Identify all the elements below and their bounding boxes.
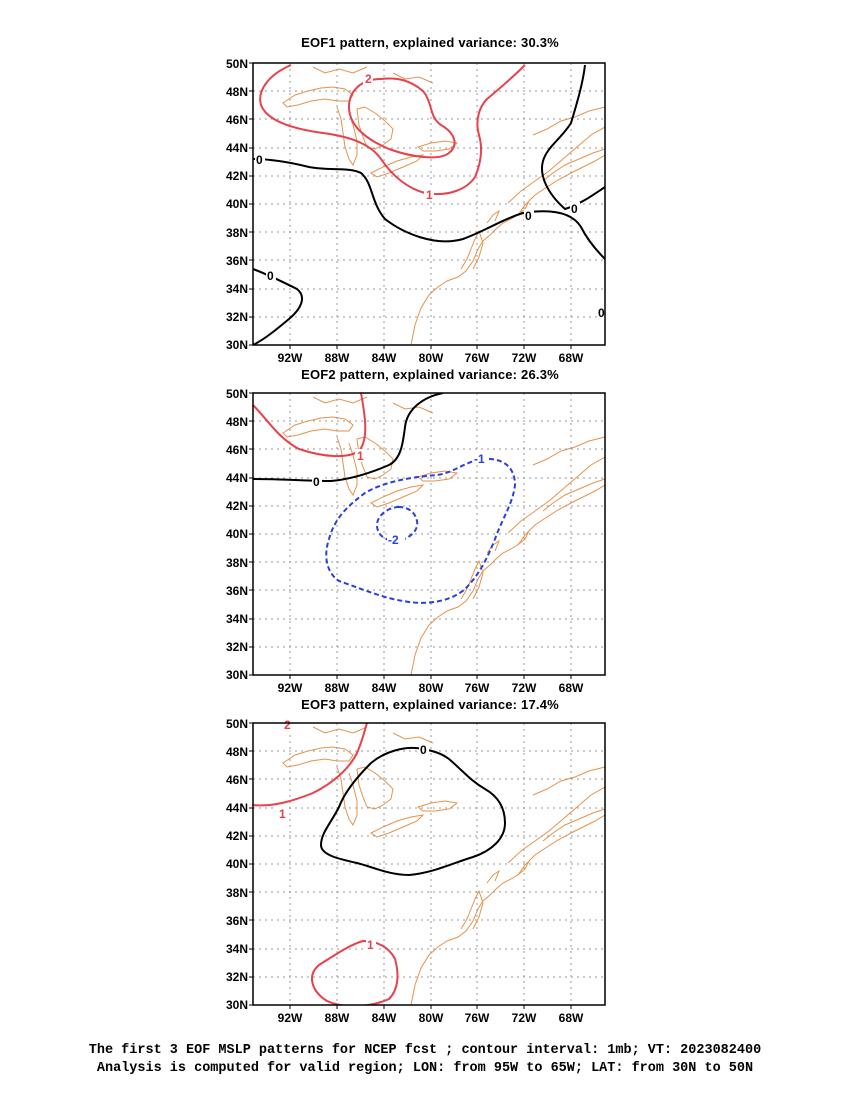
lat-tick-label: 42N — [226, 829, 248, 843]
lat-tick-label: 36N — [226, 584, 248, 598]
lat-tick-label: 50N — [226, 57, 248, 71]
contour-label: 0 — [256, 153, 263, 167]
contour-label: 2 — [365, 72, 372, 86]
lon-tick-label: 68W — [559, 1011, 584, 1025]
lon-tick-label: 76W — [465, 1011, 490, 1025]
contour-labels-eof3: 2 1 0 1 — [277, 718, 429, 952]
contour-label: 1 — [279, 807, 286, 821]
lon-tick-label: 88W — [325, 351, 350, 365]
lon-tick-label: 80W — [419, 1011, 444, 1025]
lon-tick-label: 92W — [278, 1011, 303, 1025]
lon-tick-label: 80W — [419, 351, 444, 365]
panel-title-eof1: EOF1 pattern, explained variance: 30.3% — [301, 35, 559, 50]
lon-tick-label: 68W — [559, 351, 584, 365]
lat-tick-labels-eof2: 30N 32N 34N 36N 38N 40N 42N 44N 46N 48N … — [226, 387, 248, 682]
lat-tick-label: 36N — [226, 914, 248, 928]
lat-tick-label: 38N — [226, 886, 248, 900]
lat-tick-label: 32N — [226, 970, 248, 984]
lat-tick-label: 40N — [226, 857, 248, 871]
panel-title-eof2: EOF2 pattern, explained variance: 26.3% — [301, 367, 559, 382]
lat-tick-label: 34N — [226, 282, 248, 296]
contour-label: 1 — [426, 188, 433, 202]
lat-tick-label: 30N — [226, 998, 248, 1012]
lon-tick-label: 92W — [278, 681, 303, 695]
lat-tick-label: 44N — [226, 471, 248, 485]
lat-tick-labels-eof3: 30N 32N 34N 36N 38N 40N 42N 44N 46N 48N … — [226, 717, 248, 1012]
lat-tick-label: 42N — [226, 499, 248, 513]
panel-title-eof3: EOF3 pattern, explained variance: 17.4% — [301, 697, 559, 712]
lat-tick-label: 50N — [226, 717, 248, 731]
lat-tick-label: 48N — [226, 745, 248, 759]
lon-tick-label: 80W — [419, 681, 444, 695]
lat-tick-label: 40N — [226, 197, 248, 211]
lat-tick-label: 42N — [226, 169, 248, 183]
contour-label: 0 — [420, 743, 427, 757]
lon-tick-label: 92W — [278, 351, 303, 365]
lat-tick-label: 40N — [226, 527, 248, 541]
contour-label: 0 — [313, 475, 320, 489]
lon-tick-label: 88W — [325, 681, 350, 695]
contour-label: 0 — [598, 306, 605, 320]
map-panel-eof1: 2 1 0 0 0 0 0 — [252, 62, 606, 346]
lat-tick-label: 50N — [226, 387, 248, 401]
lon-tick-label: 72W — [512, 681, 537, 695]
contour-label: 1 — [357, 449, 364, 463]
contour-zero-a — [253, 158, 605, 260]
contour-zero — [319, 747, 507, 877]
contour-neg-1 — [325, 457, 517, 604]
contour-zero — [253, 393, 444, 483]
contour-label: 1 — [367, 938, 374, 952]
lat-tick-label: 30N — [226, 338, 248, 352]
lat-tick-label: 38N — [226, 556, 248, 570]
contour-label: -2 — [388, 533, 399, 547]
contour-label: 2 — [284, 718, 291, 732]
lat-tick-label: 48N — [226, 85, 248, 99]
lon-tick-label: 88W — [325, 1011, 350, 1025]
lat-tick-label: 34N — [226, 942, 248, 956]
contour-labels-eof1: 2 1 0 0 0 0 0 — [255, 72, 605, 320]
gridlines — [253, 63, 605, 345]
lat-tick-label: 46N — [226, 113, 248, 127]
lat-tick-label: 46N — [226, 443, 248, 457]
caption-line-1: The first 3 EOF MSLP patterns for NCEP f… — [88, 1043, 762, 1058]
lon-tick-label: 84W — [372, 681, 397, 695]
lat-tick-labels-eof1: 30N 32N 34N 36N 38N 40N 42N 44N 46N 48N … — [226, 57, 248, 352]
lon-tick-labels-eof3: 92W 88W 84W 80W 76W 72W 68W — [278, 1011, 584, 1025]
lon-tick-label: 76W — [465, 351, 490, 365]
tick-marks — [249, 62, 572, 1009]
contour-pos-1 — [253, 393, 367, 457]
lon-tick-label: 72W — [512, 351, 537, 365]
lat-tick-label: 32N — [226, 310, 248, 324]
contour-pos-1 — [253, 723, 368, 807]
lat-tick-label: 48N — [226, 415, 248, 429]
contour-label: -1 — [474, 452, 485, 466]
lon-tick-label: 68W — [559, 681, 584, 695]
caption-line-2: Analysis is computed for valid region; L… — [96, 1061, 754, 1076]
contour-pos-2 — [347, 77, 456, 159]
lon-tick-label: 76W — [465, 681, 490, 695]
lat-tick-label: 36N — [226, 254, 248, 268]
lon-tick-labels-eof2: 92W 88W 84W 80W 76W 72W 68W — [278, 681, 584, 695]
lat-tick-label: 44N — [226, 141, 248, 155]
contour-pos-1b — [311, 939, 399, 1005]
lat-tick-label: 46N — [226, 773, 248, 787]
contour-zero-c — [253, 268, 304, 345]
lon-tick-label: 84W — [372, 1011, 397, 1025]
map-panel-eof3: 2 1 0 1 — [252, 718, 606, 1006]
contour-labels-eof2: 1 0 -1 -2 — [312, 449, 489, 547]
lon-tick-label: 72W — [512, 1011, 537, 1025]
lat-tick-label: 34N — [226, 612, 248, 626]
contour-label: 0 — [525, 209, 532, 223]
lon-tick-labels-eof1: 92W 88W 84W 80W 76W 72W 68W — [278, 351, 584, 365]
lon-tick-label: 84W — [372, 351, 397, 365]
lat-tick-label: 44N — [226, 801, 248, 815]
contour-label: 0 — [267, 269, 274, 283]
map-panel-eof2: 1 0 -1 -2 — [252, 392, 606, 676]
lat-tick-label: 38N — [226, 226, 248, 240]
lat-tick-label: 30N — [226, 668, 248, 682]
lat-tick-label: 32N — [226, 640, 248, 654]
contour-label: 0 — [571, 202, 578, 216]
